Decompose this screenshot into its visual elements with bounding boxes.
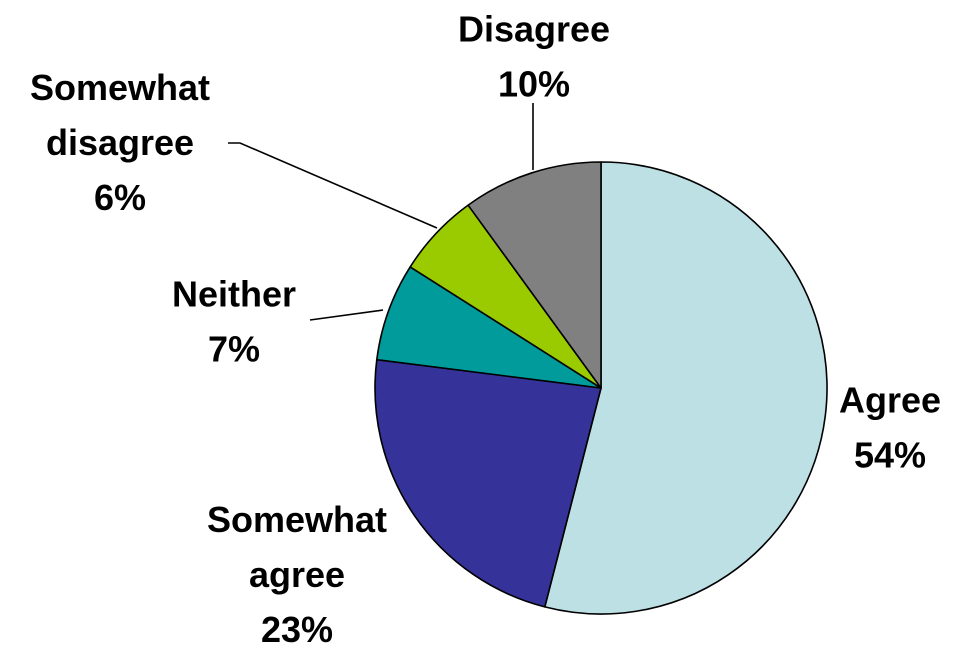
slice-label-agree: Agree 54% [839, 380, 941, 476]
slice-name-label: agree [249, 554, 345, 595]
slice-percent-label: 6% [94, 177, 146, 218]
pie-slice-somewhat-agree [374, 358, 602, 608]
pie-slice-agree [544, 161, 828, 615]
slice-name-label: Disagree [458, 9, 610, 50]
pie-slices [374, 161, 828, 615]
slice-labels: Agree 54% Somewhat agree 23% Neither 7% Somewha… [30, 9, 941, 645]
pie-slice-disagree [467, 161, 602, 389]
slice-label-somewhat-disagree: Somewhat disagree 6% [30, 67, 210, 218]
slice-label-disagree: Disagree 10% [458, 9, 610, 105]
slice-name-label: Somewhat [30, 67, 210, 108]
slice-label-somewhat-agree: Somewhat agree 23% [207, 499, 387, 645]
slice-percent-label: 7% [208, 329, 260, 370]
slice-name-label: Neither [172, 274, 296, 315]
slice-percent-label: 23% [261, 609, 333, 645]
slice-name-label: Somewhat [207, 499, 387, 540]
slice-name-label: disagree [46, 122, 194, 163]
slice-name-label: Agree [839, 380, 941, 421]
slice-percent-label: 10% [498, 64, 570, 105]
slice-percent-label: 54% [854, 435, 926, 476]
slice-label-neither: Neither 7% [172, 274, 296, 370]
leader-line-neither [309, 309, 384, 321]
leader-lines [228, 103, 534, 321]
leader-line-somewhat-disagree [228, 142, 438, 229]
